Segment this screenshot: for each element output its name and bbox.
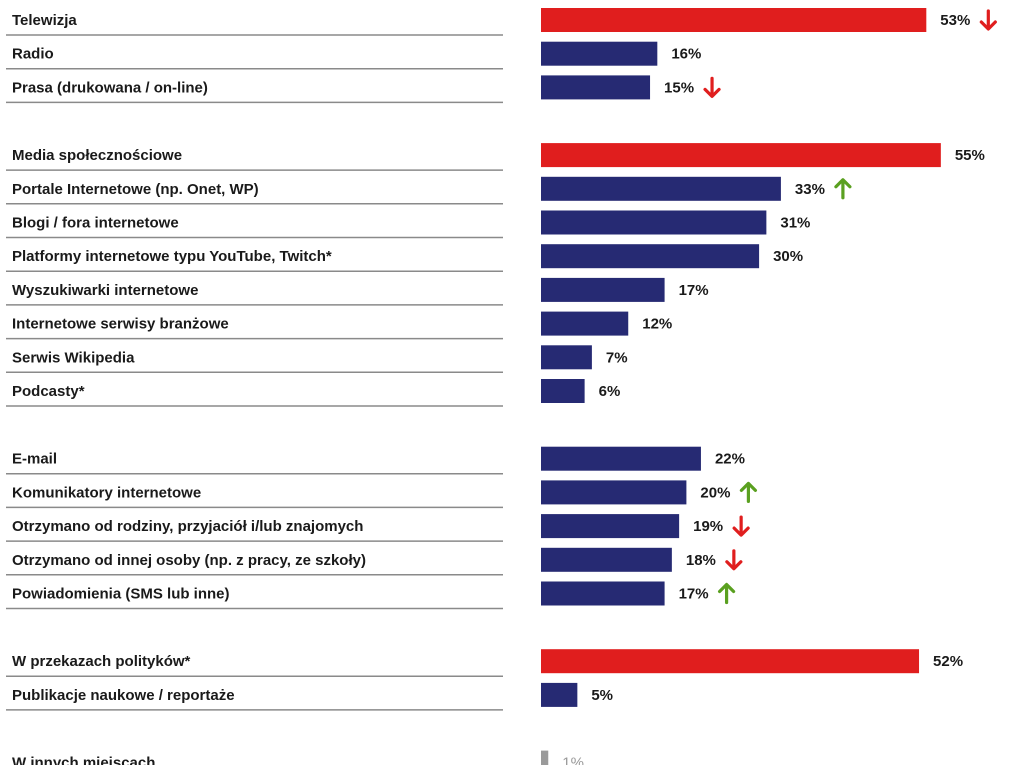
row-label: Powiadomienia (SMS lub inne) — [12, 586, 230, 603]
trend-down-arrow-icon — [732, 515, 750, 537]
row-label: Prasa (drukowana / on-line) — [12, 79, 208, 96]
trend-down-arrow-icon — [703, 76, 721, 99]
value-label: 30% — [773, 248, 803, 265]
row-label: Otrzymano od rodziny, przyjaciół i/lub z… — [12, 518, 363, 535]
value-label: 55% — [955, 147, 985, 164]
bar — [541, 649, 920, 674]
row-label: Wyszukiwarki internetowe — [12, 282, 198, 299]
bar — [541, 143, 941, 168]
value-label: 5% — [591, 687, 613, 704]
row-label: E-mail — [12, 451, 57, 468]
value-label: 22% — [715, 451, 745, 468]
row-label: Internetowe serwisy branżowe — [12, 316, 229, 333]
bar — [541, 210, 767, 235]
value-label: 6% — [599, 383, 621, 400]
bar — [541, 682, 578, 707]
value-label: 19% — [693, 518, 723, 535]
bar — [541, 480, 687, 505]
row-label: Podcasty* — [12, 383, 85, 400]
value-label: 18% — [686, 552, 716, 569]
bar — [541, 311, 629, 336]
value-label: 17% — [679, 586, 709, 603]
trend-down-arrow-icon — [725, 549, 743, 571]
value-label: 31% — [780, 215, 810, 232]
bar — [541, 514, 680, 539]
value-label: 53% — [940, 12, 970, 29]
value-label: 20% — [700, 484, 730, 501]
bar — [541, 8, 927, 32]
value-label: 16% — [671, 46, 701, 63]
bar — [541, 446, 701, 471]
row-label: W innych miejscach — [12, 755, 155, 765]
row-label: Serwis Wikipedia — [12, 349, 135, 366]
bar — [541, 176, 781, 201]
bar — [541, 547, 672, 572]
row-label: Blogi / fora internetowe — [12, 215, 179, 232]
value-label: 12% — [642, 316, 672, 333]
row-label: Portale Internetowe (np. Onet, WP) — [12, 181, 259, 198]
bar — [541, 750, 549, 765]
bar — [541, 277, 665, 302]
value-label: 15% — [664, 79, 694, 96]
bar — [541, 379, 585, 403]
row-label: Telewizja — [12, 12, 77, 29]
row-label: Radio — [12, 46, 54, 63]
value-label: 33% — [795, 181, 825, 198]
trend-up-arrow-icon — [739, 481, 758, 503]
trend-down-arrow-icon — [979, 9, 997, 31]
value-label: 1% — [562, 755, 584, 765]
row-label: Media społecznościowe — [12, 147, 182, 164]
bar — [541, 244, 760, 269]
bar — [541, 345, 592, 370]
row-label: Otrzymano od innej osoby (np. z pracy, z… — [12, 552, 366, 569]
trend-up-arrow-icon — [834, 178, 852, 200]
bar — [541, 75, 651, 100]
row-label: Publikacje naukowe / reportaże — [12, 687, 235, 704]
bar — [541, 581, 665, 606]
value-label: 17% — [679, 282, 709, 299]
row-label: W przekazach polityków* — [12, 653, 191, 670]
value-label: 7% — [606, 349, 628, 366]
row-label: Komunikatory internetowe — [12, 484, 201, 501]
bar — [541, 41, 658, 66]
value-label: 52% — [933, 653, 963, 670]
trend-up-arrow-icon — [717, 582, 736, 605]
row-label: Platformy internetowe typu YouTube, Twit… — [12, 248, 332, 265]
